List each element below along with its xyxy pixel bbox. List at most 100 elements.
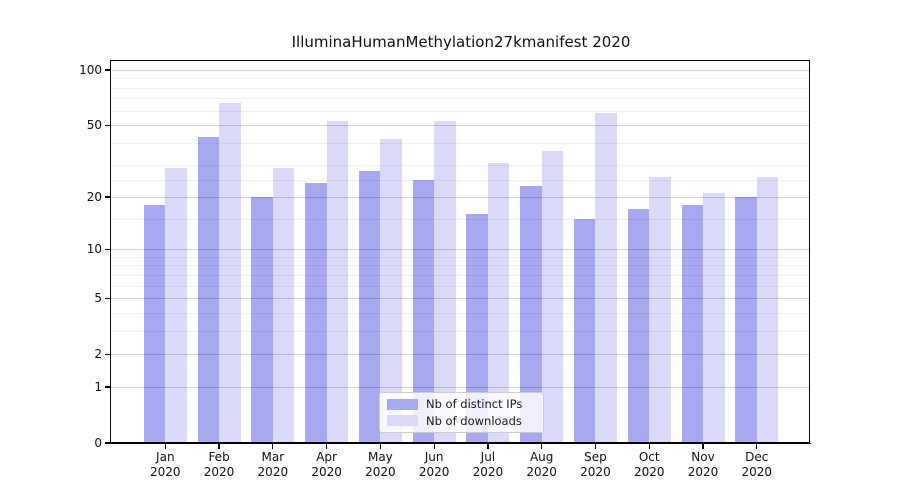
legend-item-downloads: Nb of downloads xyxy=(387,414,536,428)
x-label-year: 2020 xyxy=(741,465,773,479)
legend: Nb of distinct IPs Nb of downloads xyxy=(379,392,544,433)
legend-item-distinct-ips: Nb of distinct IPs xyxy=(387,397,536,411)
legend-label-downloads: Nb of downloads xyxy=(426,413,522,428)
x-tick-dec xyxy=(756,444,758,449)
y-tick-label-50: 50 xyxy=(86,118,102,133)
x-label-year: 2020 xyxy=(418,465,450,479)
x-label-year: 2020 xyxy=(365,465,396,479)
minor-gridline-6 xyxy=(111,285,810,287)
bar-distinct-ips-jun xyxy=(412,179,435,443)
minor-gridline-15 xyxy=(111,218,810,220)
x-label-month: May xyxy=(367,450,393,464)
x-label-month: Aug xyxy=(529,450,554,464)
bar-distinct-ips-aug xyxy=(520,186,542,443)
x-label-year: 2020 xyxy=(311,465,342,479)
minor-gridline-40 xyxy=(111,142,810,144)
bar-downloads-may xyxy=(380,139,402,443)
bar-downloads-feb xyxy=(219,103,241,443)
bar-distinct-ips-jan xyxy=(143,205,166,443)
bar-downloads-aug xyxy=(541,151,564,443)
x-tick-label-jun: Jun 2020 xyxy=(404,450,464,480)
bar-downloads-dec xyxy=(756,176,779,443)
bar-distinct-ips-dec xyxy=(735,196,757,443)
x-axis-line xyxy=(109,442,811,445)
x-tick-label-apr: Apr 2020 xyxy=(297,450,357,480)
bar-distinct-ips-sep xyxy=(573,218,596,443)
minor-gridline-60 xyxy=(111,110,810,112)
major-gridline-50 xyxy=(111,125,810,127)
x-tick-label-jul: Jul 2020 xyxy=(458,450,518,480)
x-tick-jan xyxy=(164,444,166,449)
x-label-year: 2020 xyxy=(257,465,289,479)
minor-gridline-3 xyxy=(111,330,810,332)
minor-gridline-30 xyxy=(111,165,810,167)
x-label-month: Jan xyxy=(156,450,175,464)
minor-gridline-90 xyxy=(111,78,810,80)
x-tick-label-dec: Dec 2020 xyxy=(727,450,787,480)
x-tick-may xyxy=(379,444,381,449)
y-tick-label-100: 100 xyxy=(79,63,102,77)
legend-swatch-downloads xyxy=(387,415,418,427)
x-label-month: Nov xyxy=(691,450,715,464)
x-label-year: 2020 xyxy=(203,465,235,479)
x-tick-label-oct: Oct 2020 xyxy=(619,450,679,480)
y-tick-label-20: 20 xyxy=(86,189,102,204)
x-label-month: Sep xyxy=(584,450,607,464)
x-label-year: 2020 xyxy=(580,465,611,479)
minor-gridline-70 xyxy=(111,98,810,100)
x-label-month: Feb xyxy=(208,450,230,464)
x-tick-jun xyxy=(433,444,435,449)
x-tick-jul xyxy=(487,444,489,449)
y-tick-label-5: 5 xyxy=(94,291,102,306)
legend-swatch-distinct-ips xyxy=(387,398,418,410)
major-gridline-20 xyxy=(111,196,810,198)
y-tick-label-0: 0 xyxy=(94,436,102,450)
x-label-month: Jul xyxy=(480,450,496,464)
x-tick-label-mar: Mar 2020 xyxy=(243,450,303,480)
y-tick-20 xyxy=(105,196,110,198)
y-tick-label-1: 1 xyxy=(94,379,102,394)
major-gridline-2 xyxy=(111,354,810,356)
bar-downloads-nov xyxy=(703,193,725,443)
minor-gridline-4 xyxy=(111,312,810,314)
major-gridline-5 xyxy=(111,298,810,300)
y-tick-5 xyxy=(105,297,110,299)
x-tick-mar xyxy=(272,444,274,449)
y-tick-1 xyxy=(105,386,110,388)
x-tick-label-sep: Sep 2020 xyxy=(565,450,625,480)
x-label-year: 2020 xyxy=(687,465,719,479)
chart-title: IlluminaHumanMethylation27kmanifest 2020 xyxy=(291,33,631,51)
x-label-year: 2020 xyxy=(150,465,181,479)
legend-label-distinct-ips: Nb of distinct IPs xyxy=(426,397,523,412)
bar-downloads-jun xyxy=(434,120,456,443)
minor-gridline-9 xyxy=(111,256,810,258)
x-label-year: 2020 xyxy=(526,465,557,479)
bar-distinct-ips-feb xyxy=(197,137,220,443)
x-label-month: Apr xyxy=(316,450,337,464)
minor-gridline-25 xyxy=(111,179,810,181)
y-tick-0 xyxy=(105,442,110,444)
x-label-year: 2020 xyxy=(633,465,665,479)
x-label-month: Oct xyxy=(638,450,660,464)
major-gridline-10 xyxy=(111,249,810,251)
minor-gridline-8 xyxy=(111,265,810,267)
bar-distinct-ips-apr xyxy=(305,182,327,443)
x-tick-label-may: May 2020 xyxy=(350,450,410,480)
x-tick-feb xyxy=(218,444,220,449)
x-tick-nov xyxy=(702,444,704,449)
y-tick-10 xyxy=(105,248,110,250)
y-tick-100 xyxy=(105,69,110,71)
bar-distinct-ips-jul xyxy=(466,214,488,443)
bar-downloads-oct xyxy=(649,176,671,443)
x-tick-apr xyxy=(326,444,328,449)
y-tick-50 xyxy=(105,124,110,126)
x-label-year: 2020 xyxy=(472,465,504,479)
bar-downloads-jan xyxy=(165,168,187,443)
minor-gridline-80 xyxy=(111,87,810,89)
minor-gridline-7 xyxy=(111,274,810,276)
bar-downloads-mar xyxy=(272,168,295,443)
x-tick-label-aug: Aug 2020 xyxy=(512,450,572,480)
x-tick-aug xyxy=(541,444,543,449)
bar-distinct-ips-nov xyxy=(681,205,703,443)
x-tick-label-feb: Feb 2020 xyxy=(189,450,249,480)
